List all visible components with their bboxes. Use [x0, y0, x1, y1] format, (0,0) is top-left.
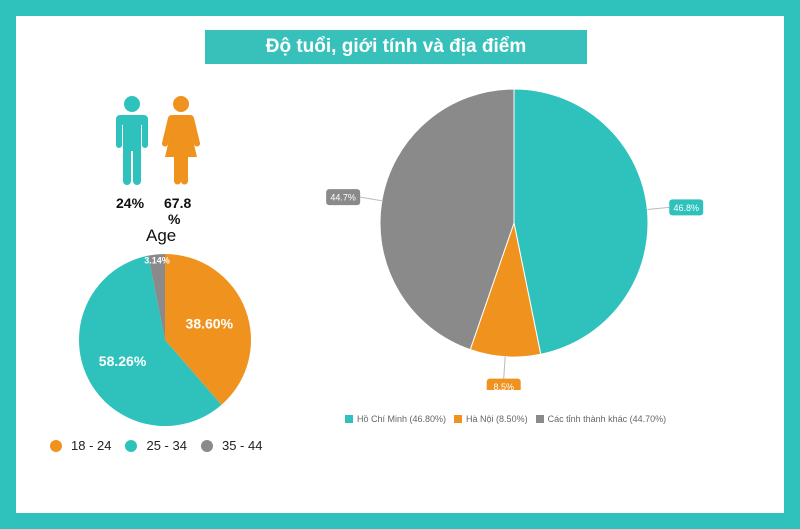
page-title: Độ tuổi, giới tính và địa điểm	[205, 30, 587, 64]
pie-slice-location-2	[379, 88, 515, 351]
legend-swatch	[200, 439, 213, 452]
age-pie-chart: 38.60% 58.26% 3.14%	[78, 254, 251, 426]
location-legend: Hồ Chí Minh (46.80%) Hà Nội (8.50%) Các …	[345, 414, 674, 424]
legend-label: 35 - 44	[221, 438, 263, 453]
callout-label-text: 44.7%	[330, 193, 356, 203]
legend-label: 25 - 34	[146, 438, 187, 453]
callout-label-text: 8.5%	[493, 382, 514, 390]
legend-label: Hà Nội (8.50%)	[466, 414, 528, 424]
female-percentage-suffix: %	[168, 211, 181, 227]
legend-item-35-44: 35 - 44	[200, 438, 263, 453]
legend-item-hanoi: Hà Nội (8.50%)	[454, 414, 528, 424]
pie-slice-25-34	[78, 255, 222, 426]
callout-leader-line	[503, 356, 506, 379]
legend-swatch	[125, 439, 138, 452]
legend-item-hcm: Hồ Chí Minh (46.80%)	[345, 414, 446, 424]
female-percentage: 67.8	[164, 195, 192, 211]
female-person-icon	[161, 96, 201, 185]
legend-label: 18 - 24	[71, 438, 112, 453]
callout-leader-line	[360, 196, 382, 202]
callout-leader-line	[647, 206, 670, 211]
callout-label-box	[326, 189, 361, 206]
age-chart-title: Age	[146, 226, 177, 245]
pie-slice-location-0	[513, 88, 649, 355]
legend-swatch	[535, 415, 544, 423]
male-person-icon	[116, 96, 148, 185]
pie-data-label: 3.14%	[144, 256, 170, 266]
legend-item-other: Các tỉnh thành khác (44.70%)	[535, 414, 667, 424]
legend-item-18-24: 18 - 24	[50, 438, 111, 453]
callout-label-text: 46.8%	[673, 203, 699, 213]
legend-swatch	[50, 439, 62, 452]
legend-item-25-34: 25 - 34	[125, 438, 187, 453]
legend-swatch	[345, 415, 353, 423]
callout-label-box	[669, 199, 704, 216]
callout-label-box	[486, 378, 521, 390]
legend-swatch	[454, 415, 463, 423]
pie-slice-35-44	[148, 254, 165, 340]
legend-label: Hồ Chí Minh (46.80%)	[357, 414, 447, 424]
pie-data-label: 58.26%	[99, 353, 147, 369]
age-legend: 18 - 24 25 - 34 35 - 44	[50, 438, 276, 453]
male-percentage: 24%	[116, 195, 145, 211]
pie-slice-18-24	[165, 254, 251, 405]
legend-label: Các tỉnh thành khác (44.70%)	[547, 414, 667, 424]
location-pie-chart: 46.8% 8.5% 44.7%	[326, 88, 704, 390]
pie-data-label: 38.60%	[186, 315, 234, 331]
